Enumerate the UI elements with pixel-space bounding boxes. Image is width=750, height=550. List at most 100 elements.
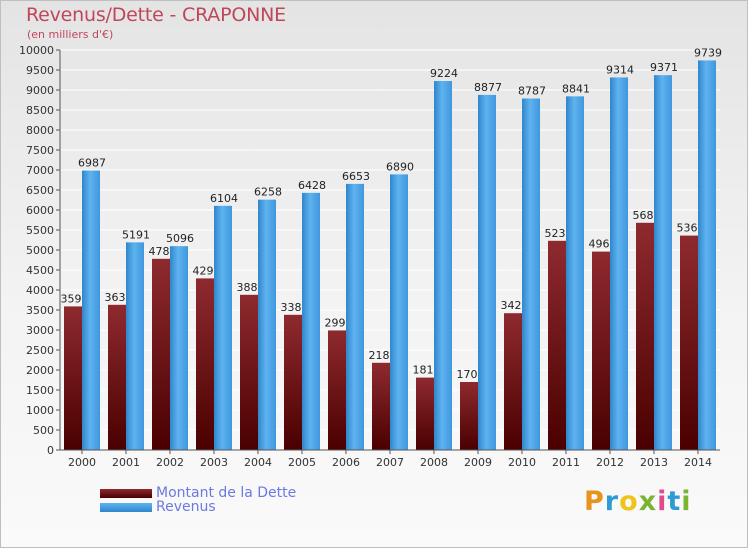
- data-label-revenus: 5191: [122, 228, 150, 241]
- data-label-dette: 299: [325, 316, 346, 329]
- y-tick-label: 5500: [26, 224, 54, 237]
- bar-revenus: [82, 170, 100, 450]
- x-tick-label: 2003: [200, 456, 228, 469]
- bar-dette: [284, 314, 302, 450]
- data-label-revenus: 6653: [342, 170, 370, 183]
- y-tick-label: 3500: [26, 304, 54, 317]
- logo-letter: i: [657, 486, 668, 517]
- x-tick-label: 2007: [376, 456, 404, 469]
- data-label-dette: 496: [589, 238, 610, 251]
- bar-revenus: [566, 96, 584, 451]
- bar-revenus: [698, 60, 716, 450]
- logo-letter: x: [638, 486, 658, 517]
- logo-letter: P: [584, 486, 605, 517]
- legend-swatch-revenus: [100, 503, 152, 512]
- bar-revenus: [390, 174, 408, 450]
- y-tick-label: 1000: [26, 404, 54, 417]
- bar-revenus: [522, 98, 540, 451]
- y-tick-label: 4500: [26, 264, 54, 277]
- bar-revenus: [654, 75, 672, 450]
- data-label-revenus: 8787: [518, 85, 546, 98]
- legend-label-revenus: Revenus: [156, 499, 216, 515]
- y-tick-label: 9000: [26, 84, 54, 97]
- bar-dette: [460, 382, 478, 450]
- data-label-revenus: 6428: [298, 179, 326, 192]
- y-tick-label: 9500: [26, 64, 54, 77]
- legend-swatch-debt: [100, 489, 152, 498]
- data-label-revenus: 8877: [474, 81, 502, 94]
- data-label-revenus: 9224: [430, 67, 458, 80]
- x-tick-label: 2005: [288, 456, 316, 469]
- y-tick-label: 6500: [26, 184, 54, 197]
- data-label-dette: 338: [281, 301, 302, 314]
- logo-letter: r: [604, 486, 620, 517]
- x-tick-label: 2001: [112, 456, 140, 469]
- data-label-revenus: 9314: [606, 63, 634, 76]
- bar-revenus: [302, 192, 320, 450]
- y-tick-label: 6000: [26, 204, 54, 217]
- bar-revenus: [346, 183, 364, 450]
- bar-dette: [196, 278, 214, 450]
- data-label-revenus: 9739: [694, 46, 722, 59]
- bar-revenus: [214, 205, 232, 450]
- bar-dette: [680, 235, 698, 450]
- bar-revenus: [170, 246, 188, 450]
- data-label-dette: 429: [193, 264, 214, 277]
- y-tick-label: 2000: [26, 364, 54, 377]
- bar-dette: [108, 304, 126, 450]
- data-label-revenus: 9371: [650, 61, 678, 74]
- bar-dette: [64, 306, 82, 450]
- logo-letter: i: [681, 486, 692, 517]
- x-tick-label: 2002: [156, 456, 184, 469]
- logo-letter: o: [619, 486, 639, 517]
- bar-revenus: [258, 199, 276, 450]
- chart-title: Revenus/Dette - CRAPONNE: [26, 4, 286, 26]
- proxiti-logo: Proxiti: [584, 486, 692, 517]
- chart-subtitle: (en milliers d'€): [27, 28, 114, 41]
- data-label-dette: 478: [149, 245, 170, 258]
- x-tick-label: 2011: [552, 456, 580, 469]
- y-tick-label: 4000: [26, 284, 54, 297]
- bar-dette: [636, 222, 654, 450]
- bar-dette: [548, 240, 566, 450]
- y-tick-label: 7000: [26, 164, 54, 177]
- x-tick-label: 2010: [508, 456, 536, 469]
- bar-revenus: [478, 94, 496, 451]
- data-label-dette: 170: [457, 368, 478, 381]
- bar-dette: [592, 251, 610, 450]
- y-axis-ticks: 0 500 1000 1500 2000 2500 3000 3500 4000 4500 5000…: [19, 44, 60, 457]
- y-tick-label: 10000: [19, 44, 54, 57]
- y-tick-label: 3000: [26, 324, 54, 337]
- x-axis-ticks: 2000 2001 2002 2003 2004 2005 2006 2007 2008 2009…: [68, 450, 712, 469]
- y-tick-label: 7500: [26, 144, 54, 157]
- x-tick-label: 2014: [684, 456, 712, 469]
- y-tick-label: 0: [47, 444, 54, 457]
- bar-dette: [328, 330, 346, 450]
- bar-dette: [372, 362, 390, 450]
- bar-dette: [504, 313, 522, 450]
- data-label-dette: 363: [105, 291, 126, 304]
- legend-label-debt: Montant de la Dette: [156, 485, 297, 501]
- data-label-dette: 536: [677, 222, 698, 235]
- data-label-dette: 388: [237, 281, 258, 294]
- data-label-dette: 568: [633, 209, 654, 222]
- axes: [59, 50, 720, 451]
- y-tick-label: 2500: [26, 344, 54, 357]
- bar-revenus: [126, 242, 144, 450]
- x-tick-label: 2012: [596, 456, 624, 469]
- y-tick-label: 5000: [26, 244, 54, 257]
- data-label-dette: 342: [501, 299, 522, 312]
- data-label-dette: 359: [61, 292, 82, 305]
- bar-dette: [416, 377, 434, 450]
- data-label-revenus: 6104: [210, 192, 238, 205]
- bar-revenus: [434, 81, 452, 450]
- bar-dette: [152, 258, 170, 450]
- data-label-revenus: 6258: [254, 186, 282, 199]
- y-tick-label: 8000: [26, 124, 54, 137]
- x-tick-label: 2013: [640, 456, 668, 469]
- x-tick-label: 2004: [244, 456, 272, 469]
- data-label-dette: 523: [545, 227, 566, 240]
- y-tick-label: 1500: [26, 384, 54, 397]
- data-label-revenus: 5096: [166, 232, 194, 245]
